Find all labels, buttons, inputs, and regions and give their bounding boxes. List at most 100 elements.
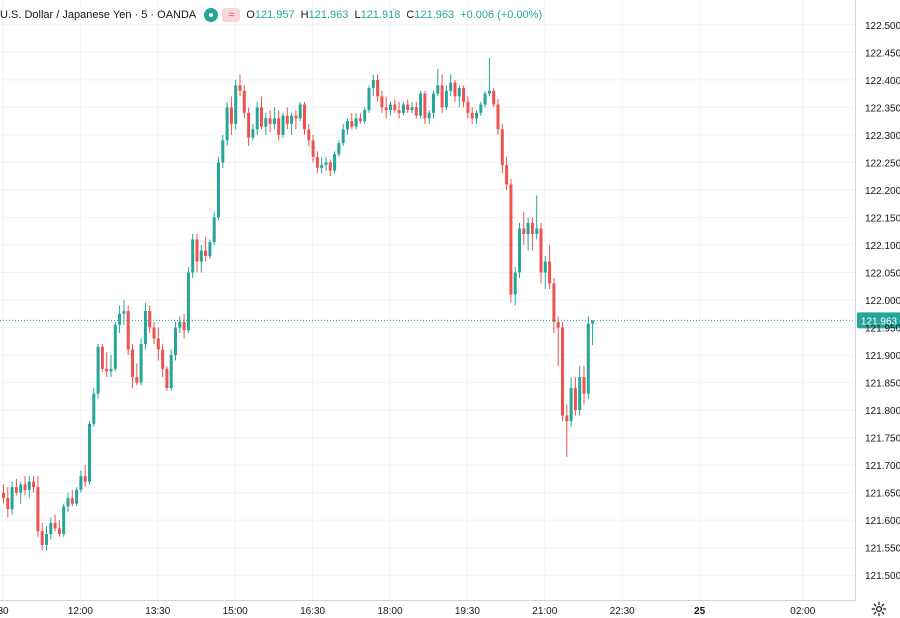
candle-body	[586, 323, 590, 394]
open-label: O	[246, 9, 255, 21]
candle	[591, 320, 595, 346]
candle	[70, 489, 74, 507]
candle-body	[470, 112, 474, 119]
candle-body	[10, 487, 14, 510]
price-tick-label: 122.100	[865, 241, 900, 252]
candle-body	[539, 228, 543, 273]
open-value: 121.957	[254, 9, 295, 21]
candle	[131, 344, 134, 389]
candle-body	[23, 484, 27, 490]
candle-body	[195, 239, 199, 262]
candle-body	[324, 162, 328, 166]
candle	[518, 222, 521, 278]
candle-body	[578, 377, 582, 411]
price-tick-label: 121.500	[865, 571, 900, 582]
candle-body	[40, 531, 44, 545]
candle-body	[6, 498, 10, 510]
candle-body	[178, 322, 182, 328]
candle	[217, 156, 220, 221]
candle	[290, 112, 294, 135]
candle	[161, 344, 165, 378]
candle-body	[380, 96, 384, 108]
candle	[105, 352, 109, 378]
candle	[234, 79, 238, 130]
candle	[573, 377, 577, 416]
candle-body	[530, 222, 534, 234]
price-tick-label: 122.200	[865, 186, 900, 197]
price-tick-label: 121.850	[865, 379, 900, 390]
candle-body	[337, 143, 341, 155]
candle	[578, 366, 582, 416]
candle	[556, 316, 560, 367]
candle-body	[272, 118, 276, 124]
candle-body	[487, 90, 491, 94]
candle-body	[548, 261, 552, 284]
candle	[440, 74, 444, 113]
candle	[208, 239, 212, 259]
candle	[479, 101, 483, 116]
time-tick-label: 25	[694, 606, 706, 617]
candle	[88, 421, 91, 485]
eye-icon[interactable]	[204, 8, 219, 22]
candle-body	[212, 217, 216, 243]
candle-body	[199, 250, 203, 262]
candle	[143, 302, 147, 350]
low-label: L	[354, 9, 361, 21]
candle-body	[75, 489, 79, 504]
candle	[466, 96, 470, 119]
candle	[113, 322, 117, 372]
candle	[389, 101, 392, 116]
candle	[475, 110, 478, 124]
candle-body	[500, 129, 504, 166]
candle	[204, 236, 208, 262]
candle	[483, 90, 487, 108]
candle-body	[384, 107, 388, 111]
candle-body	[573, 388, 577, 411]
candle-body	[294, 115, 298, 119]
candle	[281, 112, 285, 138]
candle-body	[204, 250, 208, 256]
candle	[255, 101, 259, 135]
candle-body	[449, 82, 453, 91]
candle-body	[401, 104, 405, 113]
candle-body	[143, 311, 147, 345]
candle	[393, 99, 397, 113]
candle	[45, 525, 48, 551]
candle-body	[131, 349, 134, 378]
candle-body	[53, 522, 57, 529]
candle-body	[290, 115, 294, 124]
gear-icon[interactable]	[870, 600, 888, 618]
candle-body	[414, 107, 418, 116]
candle-body	[393, 104, 397, 111]
time-tick-label: 19:30	[455, 606, 480, 617]
candle-body	[505, 165, 509, 185]
candle-body	[66, 498, 70, 507]
price-tick-label: 121.650	[865, 489, 900, 500]
candle-body	[148, 311, 152, 328]
candle	[427, 110, 431, 124]
candle	[492, 88, 496, 108]
candle-body	[410, 107, 414, 111]
symbol-title[interactable]: U.S. Dollar / Japanese Yen · 5 · OANDA	[0, 9, 197, 21]
candle	[380, 90, 384, 113]
time-tick-label: 21:00	[532, 606, 557, 617]
candle	[285, 107, 289, 130]
candle	[229, 96, 233, 135]
candle	[10, 481, 14, 515]
candle-body	[169, 355, 173, 389]
candle-body	[70, 498, 74, 504]
candle-body	[247, 112, 251, 138]
candle-body	[522, 228, 526, 234]
candle-body	[118, 313, 122, 325]
candle	[277, 110, 281, 141]
candle-body	[591, 320, 595, 324]
candle	[401, 101, 405, 116]
wave-icon[interactable]: ≈	[222, 8, 241, 22]
candle-body	[475, 112, 478, 119]
candle	[423, 90, 427, 124]
candle-body	[565, 415, 569, 422]
candle	[496, 99, 500, 135]
candle-body	[126, 311, 130, 350]
time-tick-label: 12:00	[68, 606, 93, 617]
